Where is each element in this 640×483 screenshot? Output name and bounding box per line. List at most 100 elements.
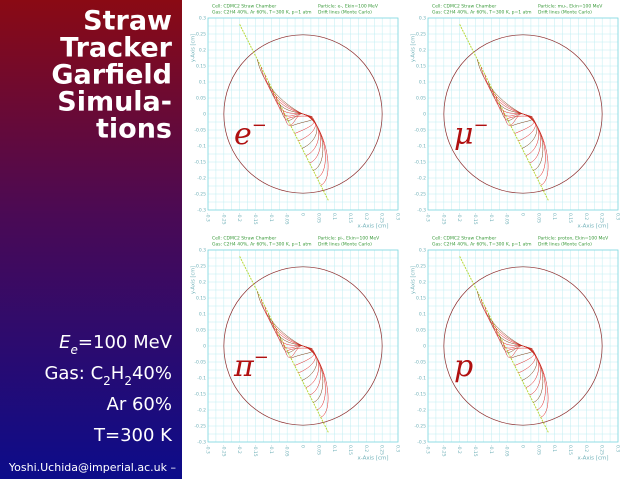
x-tick-label: -0.2	[456, 213, 462, 222]
y-axis-label: y-Axis [cm]	[191, 266, 197, 294]
param-part: 2	[103, 374, 111, 388]
param-line: Gas: C2H240%	[44, 363, 172, 388]
x-tick-label: 0	[300, 213, 306, 216]
drift-line	[522, 113, 541, 164]
y-tick-label: -0.05	[414, 128, 426, 134]
x-tick-label: 0.15	[347, 213, 353, 223]
y-tick-label: 0.05	[196, 328, 206, 334]
y-tick-label: -0.3	[417, 440, 426, 446]
drift-line	[283, 343, 304, 358]
x-tick-label: -0.2	[456, 445, 462, 454]
y-tick-label: -0.05	[414, 360, 426, 366]
y-tick-label: 0.15	[196, 296, 206, 302]
straw-wall	[443, 34, 603, 194]
x-tick-label: -0.25	[440, 445, 446, 457]
y-tick-label: 0.15	[196, 64, 206, 70]
plot-header: Drift lines (Monte Carlo)	[538, 242, 592, 248]
title-line: Simula-	[57, 87, 172, 118]
x-tick-label: -0.15	[472, 213, 478, 225]
y-tick-label: 0.3	[199, 16, 206, 22]
x-tick-label: -0.25	[220, 445, 226, 457]
y-tick-label: 0.1	[419, 312, 426, 318]
plot-header: Drift lines (Monte Carlo)	[538, 10, 592, 16]
y-tick-label: -0.05	[194, 128, 206, 134]
y-tick-label: 0.25	[416, 264, 426, 270]
y-tick-label: -0.25	[194, 424, 206, 430]
x-tick-label: 0.2	[363, 213, 369, 220]
x-tick-label: -0.1	[488, 445, 494, 454]
x-tick-label: -0.05	[284, 445, 290, 457]
y-tick-label: -0.15	[194, 160, 206, 166]
param-line: T=300 K	[93, 425, 173, 446]
x-tick-label: 0.05	[315, 445, 321, 455]
y-axis-label: y-Axis [cm]	[411, 34, 417, 62]
drift-line	[522, 345, 541, 396]
x-axis-label: x-Axis [cm]	[578, 456, 609, 462]
x-tick-label: 0.05	[535, 445, 541, 455]
x-tick-label: -0.25	[220, 213, 226, 225]
y-tick-label: -0.2	[197, 408, 206, 414]
y-tick-label: 0.3	[419, 16, 426, 22]
drift-line	[279, 103, 304, 121]
particle-sign: −	[252, 115, 267, 136]
particle-symbol: p	[454, 349, 473, 384]
plot-header: Particle: e-, Ekin=100 MeV	[318, 4, 379, 10]
drift-line	[521, 345, 538, 381]
param-part: =100 MeV	[78, 332, 173, 353]
plot-header: Cell: CDMC2 Straw Chamber	[212, 236, 276, 242]
x-tick-label: 0.05	[315, 213, 321, 223]
x-tick-label: 0.1	[551, 445, 557, 452]
y-tick-label: 0.05	[416, 96, 426, 102]
plot-header: Drift lines (Monte Carlo)	[318, 242, 372, 248]
plot-frame	[427, 249, 619, 443]
x-tick-label: 0.1	[331, 213, 337, 220]
particle-symbol: e	[234, 117, 252, 152]
y-tick-label: -0.1	[197, 376, 206, 382]
plot-header: Gas: C2H4 40%, Ar 60%, T=300 K, p=1 atm	[212, 242, 311, 248]
x-tick-label: 0.2	[583, 213, 589, 220]
x-tick-label: 0	[520, 445, 526, 448]
plot-header: Particle: mu-, Ekin=100 MeV	[538, 4, 603, 10]
y-tick-label: 0	[203, 112, 206, 118]
y-axis-label: y-Axis [cm]	[411, 266, 417, 294]
y-tick-label: -0.15	[194, 392, 206, 398]
param-part: 40%	[132, 363, 172, 384]
x-tick-label: -0.25	[440, 213, 446, 225]
y-tick-label: 0.2	[199, 48, 206, 54]
param-part: E	[59, 332, 71, 353]
particle-label: p	[454, 349, 473, 384]
x-tick-label: 0.25	[379, 445, 385, 455]
y-tick-label: -0.3	[197, 440, 206, 446]
title-line: Tracker	[60, 33, 173, 64]
x-tick-label: 0.3	[615, 213, 621, 220]
y-axis-label: y-Axis [cm]	[191, 34, 197, 62]
drift-line	[302, 345, 321, 396]
param-part: T=300 K	[93, 425, 173, 446]
straw-wall	[223, 34, 383, 194]
param-part: 2	[124, 374, 132, 388]
x-tick-label: 0.2	[583, 445, 589, 452]
drift-line	[301, 345, 318, 381]
particle-symbol: π	[233, 349, 255, 384]
y-tick-label: -0.15	[414, 392, 426, 398]
particle-label: π−	[233, 347, 269, 384]
param-part: Gas: C	[44, 363, 103, 384]
y-tick-label: 0.1	[199, 312, 206, 318]
x-tick-label: -0.15	[252, 445, 258, 457]
particle-sign: −	[254, 347, 269, 368]
drift-line	[283, 111, 304, 126]
y-tick-label: 0.1	[199, 80, 206, 86]
x-tick-label: -0.2	[236, 213, 242, 222]
track	[239, 24, 329, 201]
y-tick-label: 0	[423, 344, 426, 350]
track	[239, 256, 329, 433]
x-tick-label: -0.3	[205, 213, 211, 222]
y-tick-label: 0.05	[196, 96, 206, 102]
y-tick-label: 0.25	[196, 264, 206, 270]
drift-line	[503, 111, 524, 126]
y-tick-label: 0	[203, 344, 206, 350]
plot-frame	[207, 17, 399, 211]
